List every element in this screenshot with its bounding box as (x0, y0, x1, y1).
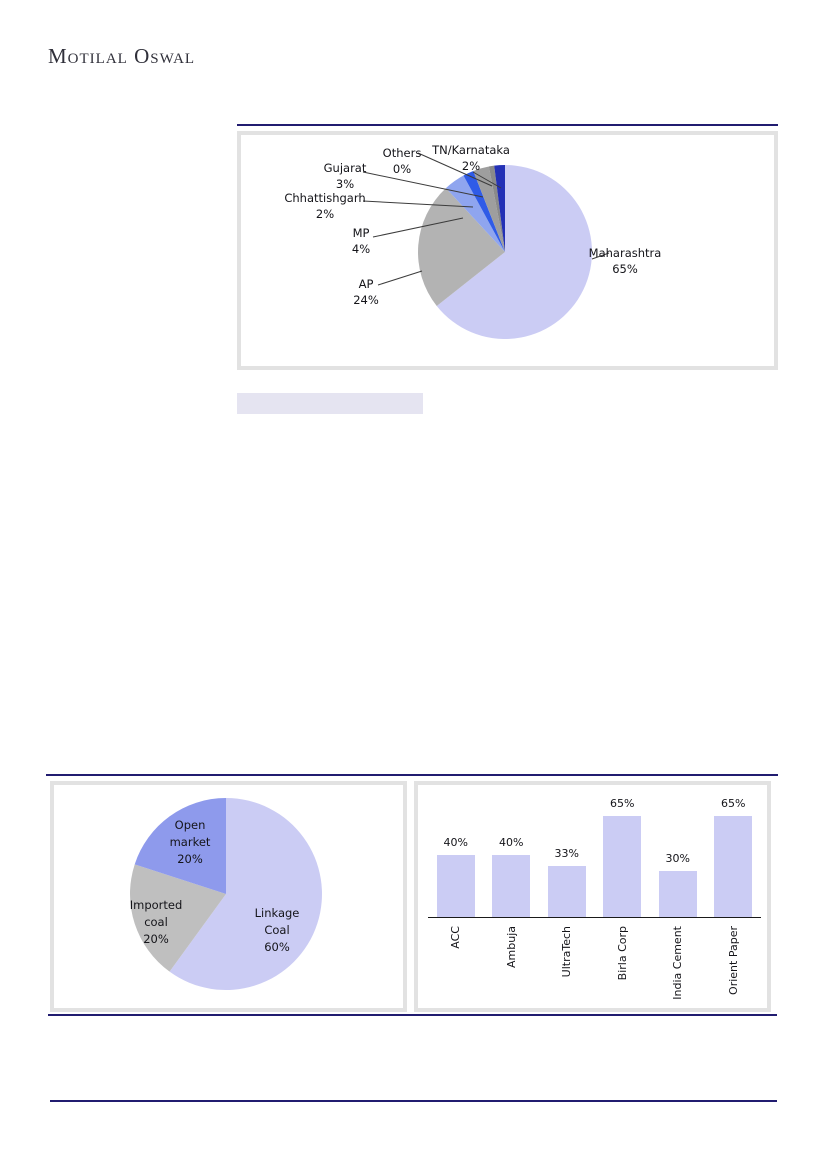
pie-label-text: AP (358, 277, 374, 291)
category-slot: Ambuja (484, 924, 540, 1006)
leader-line-gujarat (362, 171, 484, 198)
bar-category-label: India Cement (671, 926, 685, 1000)
pie-slice-others (488, 165, 505, 252)
pie-label-pct: 24% (353, 293, 379, 307)
bar-slot-ambuja: 40% (484, 801, 540, 917)
pie-label-maharashtra: Maharashtra 65% (570, 245, 680, 277)
leader-line-chhattishgarh (362, 200, 474, 208)
bar (658, 871, 697, 917)
pie-label-pct: 20% (177, 852, 203, 866)
pie-label-ap: AP 24% (311, 276, 421, 308)
state-capacity-pie-chart: TN/Karnataka 2% Others 0% Gujarat 3% Chh… (237, 131, 778, 370)
pie-slice-linkage-coal (169, 798, 322, 990)
category-slot: UltraTech (539, 924, 595, 1006)
bar-slot-acc: 40% (428, 801, 484, 917)
pie-slice-imported-coal (129, 864, 226, 972)
bar (436, 855, 475, 917)
pie-label-imported-coal: Imported coal 20% (101, 897, 211, 948)
pie-label-pct: 2% (315, 207, 335, 221)
coal-mix-pie-svg (129, 798, 322, 990)
bar-value-label: 65% (721, 797, 746, 810)
pie-label-open-market: Open market 20% (135, 817, 245, 868)
bar-category-label: Orient Paper (726, 926, 740, 995)
pie-label-pct: 4% (351, 242, 371, 256)
pie-slice-ap (418, 188, 505, 306)
bar (603, 816, 642, 917)
bar-value-label: 40% (443, 836, 468, 849)
pie-label-pct: 65% (612, 262, 638, 276)
bar (492, 855, 531, 917)
bar-slot-india-cement: 30% (650, 801, 706, 917)
top-chart-rule-top (237, 124, 778, 126)
pie-label-chhattishgarh: Chhattishgarh 2% (270, 190, 380, 222)
pie-slice-maharashtra (436, 165, 593, 339)
bar-category-label: Birla Corp (615, 926, 629, 981)
pie-label-text: Imported coal (129, 898, 183, 929)
state-capacity-pie-svg (362, 152, 610, 339)
pie-label-text: Open market (169, 818, 211, 849)
motilal-oswal-logo: Motilal Oswal (48, 44, 196, 68)
leader-line-ap (377, 270, 423, 286)
pie-label-mp: MP 4% (306, 225, 416, 257)
pie-label-pct: 2% (461, 159, 481, 173)
bottom-section-rule-top (46, 774, 778, 776)
pie-label-text: Chhattishgarh (284, 191, 366, 205)
bar-plot-area: 40% 40% 33% 65% 30% 65% (428, 797, 762, 918)
pie-slice-mp (445, 175, 505, 252)
coal-mix-pie-chart: Open market 20% Imported coal 20% Linkag… (50, 781, 407, 1012)
pie-label-text: MP (352, 226, 370, 240)
category-slot: Orient Paper (706, 924, 762, 1006)
pie-slice-tn-karnataka (494, 165, 505, 252)
pie-slice-chhattishgarh (463, 170, 505, 252)
bar-slot-orient-paper: 65% (706, 797, 762, 917)
category-slot: ACC (428, 924, 484, 1006)
pie-label-pct: 60% (264, 940, 290, 954)
pie-label-tn-karnataka: TN/Karnataka 2% (416, 142, 526, 174)
bottom-section-rule-bottom (48, 1014, 777, 1016)
pie-label-others: Others 0% (347, 145, 457, 177)
pie-slice-gujarat (473, 166, 505, 252)
bar-value-label: 40% (499, 836, 524, 849)
bar (714, 816, 753, 917)
pie-label-text: TN/Karnataka (432, 143, 510, 157)
leader-line-tn-karnataka (472, 171, 502, 189)
company-bar-chart: 40% 40% 33% 65% 30% 65% ACC Ambuja UltraTech Bir… (414, 781, 771, 1012)
bar-slot-birla-corp: 65% (595, 797, 651, 917)
bar-category-label: Ambuja (504, 926, 518, 968)
bar-slot-ultratech: 33% (539, 801, 595, 917)
bar (547, 866, 586, 917)
category-slot: Birla Corp (595, 924, 651, 1006)
pie-label-pct: 20% (143, 932, 169, 946)
leader-line-maharashtra (591, 252, 610, 260)
leader-line-others (417, 152, 493, 187)
pie-label-text: Gujarat (323, 161, 367, 175)
pie-label-pct: 3% (335, 177, 355, 191)
bar-value-label: 65% (610, 797, 635, 810)
bar-category-label: UltraTech (560, 926, 574, 978)
pie-label-linkage-coal: Linkage Coal 60% (222, 905, 332, 956)
highlight-box (237, 393, 423, 414)
pie-slice-open-market (134, 798, 226, 894)
pie-label-text: Others (382, 146, 422, 160)
bar-value-label: 30% (665, 852, 690, 865)
footer-rule (50, 1100, 777, 1102)
bar-category-label: ACC (449, 926, 463, 949)
pie-label-text: Linkage Coal (254, 906, 300, 937)
pie-label-gujarat: Gujarat 3% (290, 160, 400, 192)
bar-value-label: 33% (554, 847, 579, 860)
pie-label-text: Maharashtra (588, 246, 662, 260)
leader-line-mp (372, 217, 464, 238)
pie-label-pct: 0% (392, 162, 412, 176)
bar-category-axis: ACC Ambuja UltraTech Birla Corp India Cement… (428, 924, 761, 1006)
category-slot: India Cement (650, 924, 706, 1006)
